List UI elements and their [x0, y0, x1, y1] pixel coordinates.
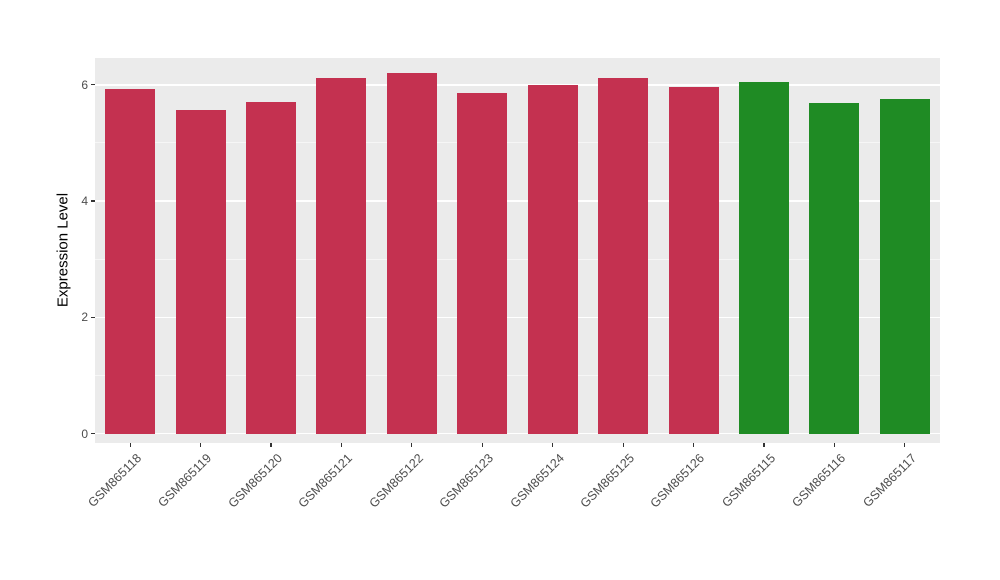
y-tick-mark-4 — [91, 200, 95, 202]
y-axis-title: Expression Level — [54, 192, 72, 308]
x-tick-mark-GSM865121 — [340, 443, 343, 447]
bar-GSM865123 — [457, 93, 508, 434]
x-tick-label-GSM865121: GSM865121 — [295, 451, 356, 511]
x-tick-label-GSM865125: GSM865125 — [577, 451, 638, 511]
plot-panel — [95, 58, 940, 443]
x-tick-mark-GSM865115 — [763, 443, 765, 447]
y-tick-mark-6 — [91, 84, 95, 86]
x-tick-mark-GSM865124 — [552, 443, 554, 447]
x-tick-label-GSM865123: GSM865123 — [436, 451, 497, 511]
x-tick-label-GSM865120: GSM865120 — [225, 451, 285, 511]
x-tick-label-GSM865117: GSM865117 — [859, 451, 919, 510]
x-tick-label-GSM865119: GSM865119 — [155, 451, 215, 510]
x-tick-mark-GSM865118 — [129, 443, 131, 447]
y-tick-label-4: 4 — [81, 194, 88, 209]
x-tick-mark-GSM865119 — [200, 443, 202, 447]
y-tick-label-2: 2 — [81, 310, 88, 325]
bar-GSM865116 — [809, 103, 860, 434]
bar-GSM865122 — [386, 73, 437, 434]
x-tick-mark-GSM865125 — [622, 443, 624, 447]
bar-GSM865117 — [879, 98, 930, 434]
x-tick-mark-GSM865122 — [411, 443, 413, 447]
bar-GSM865118 — [105, 89, 156, 434]
bar-GSM865125 — [598, 77, 649, 434]
x-tick-label-GSM865126: GSM865126 — [647, 451, 708, 511]
y-tick-mark-2 — [91, 316, 95, 318]
gridline-major-4 — [95, 200, 940, 202]
x-tick-label-GSM865116: GSM865116 — [789, 451, 849, 510]
gridline-minor-3 — [95, 258, 940, 260]
bar-GSM865121 — [316, 78, 367, 434]
x-tick-mark-GSM865117 — [904, 443, 906, 447]
x-tick-mark-GSM865126 — [692, 443, 695, 447]
bar-GSM865119 — [175, 109, 226, 434]
gridline-minor-1 — [95, 375, 940, 377]
bar-GSM865115 — [738, 81, 789, 434]
x-tick-label-GSM865115: GSM865115 — [718, 451, 778, 510]
x-tick-mark-GSM865120 — [270, 443, 272, 447]
gridline-major-2 — [95, 316, 940, 319]
x-tick-label-GSM865118: GSM865118 — [85, 451, 145, 510]
gridline-major-6 — [95, 84, 940, 86]
bar-GSM865126 — [668, 87, 719, 434]
y-tick-label-6: 6 — [81, 77, 88, 92]
x-tick-mark-GSM865116 — [833, 443, 835, 447]
bar-GSM865120 — [246, 102, 297, 434]
y-tick-label-0: 0 — [81, 426, 88, 441]
x-tick-label-GSM865124: GSM865124 — [507, 451, 567, 511]
gridline-minor-5 — [95, 142, 940, 144]
gridline-major-0 — [95, 432, 940, 435]
x-tick-label-GSM865122: GSM865122 — [366, 451, 426, 511]
x-tick-mark-GSM865123 — [481, 443, 483, 447]
bar-GSM865124 — [527, 85, 578, 434]
y-tick-mark-0 — [91, 433, 95, 435]
